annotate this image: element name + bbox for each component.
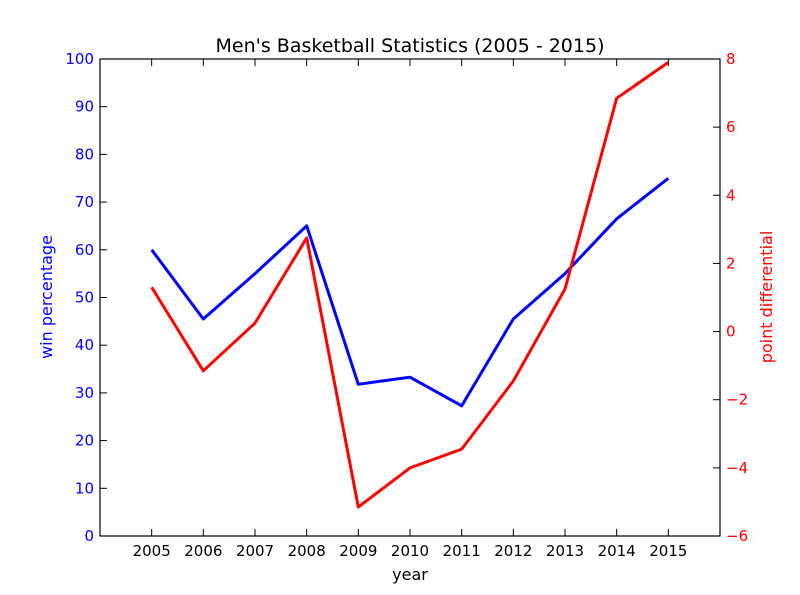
x-tick-label: 2010: [391, 542, 429, 560]
x-tick-label: 2009: [339, 542, 377, 560]
y-tick-label-left: 10: [75, 479, 94, 497]
y-tick-label-left: 20: [75, 432, 94, 450]
y-tick-label-right: −4: [726, 459, 748, 477]
x-tick-label: 2015: [649, 542, 687, 560]
y-tick-label-left: 70: [75, 193, 94, 211]
x-tick-label: 2012: [494, 542, 532, 560]
y-tick-label-left: 40: [75, 336, 94, 354]
y-axis-label-left: win percentage: [37, 235, 56, 359]
x-tick-label: 2013: [546, 542, 584, 560]
y-tick-label-left: 80: [75, 145, 94, 163]
y-tick-label-right: 6: [726, 118, 736, 136]
y-tick-label-right: 4: [726, 186, 736, 204]
x-tick-label: 2008: [288, 542, 326, 560]
x-tick-label: 2007: [236, 542, 274, 560]
win-percentage-series-line: [150, 177, 670, 408]
y-tick-label-right: −2: [726, 391, 748, 409]
plot-frame: [99, 58, 721, 537]
chart-title: Men's Basketball Statistics (2005 - 2015…: [216, 35, 605, 57]
y-tick-label-left: 0: [84, 527, 94, 545]
x-axis-label: year: [392, 565, 428, 584]
ticks-layer: 2005 2006 2007 2008 2009 2010 2011 2012 2013 2014…: [65, 50, 748, 560]
y-tick-label-left: 30: [75, 384, 94, 402]
x-tick-label: 2014: [598, 542, 636, 560]
y-tick-label-left: 90: [75, 98, 94, 116]
y-tick-label-left: 60: [75, 241, 94, 259]
y-tick-label-right: −6: [726, 527, 748, 545]
series-layer: [150, 61, 670, 509]
x-tick-label: 2011: [443, 542, 481, 560]
x-tick-label: 2006: [184, 542, 222, 560]
y-axis-label-right: point differential: [757, 231, 776, 364]
y-tick-label-left: 100: [65, 50, 94, 68]
y-tick-label-left: 50: [75, 289, 94, 307]
y-tick-label-right: 2: [726, 254, 736, 272]
x-tick-label: 2005: [133, 542, 171, 560]
point-differential-series-line: [150, 61, 670, 509]
y-tick-label-right: 0: [726, 323, 736, 341]
y-tick-label-right: 8: [726, 50, 736, 68]
